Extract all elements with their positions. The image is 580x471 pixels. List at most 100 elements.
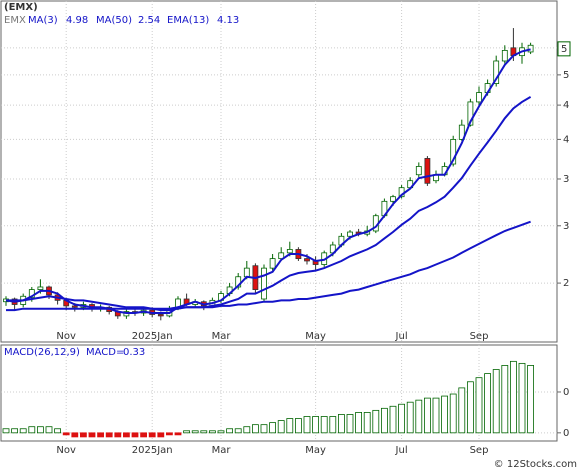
- macd-bar: [475, 377, 483, 434]
- macd-bar: [260, 424, 268, 434]
- macd-bar: [398, 403, 406, 434]
- macd-bar: [208, 430, 216, 434]
- macd-bar: [28, 426, 36, 434]
- macd-bar: [415, 399, 423, 434]
- y-tick-label: 3: [563, 174, 569, 185]
- macd-bar: [11, 428, 19, 434]
- macd-value: 0.33: [123, 347, 145, 358]
- ma-line: [6, 96, 532, 312]
- macd-bar: [183, 430, 191, 434]
- macd-bar: [363, 412, 371, 434]
- macd-bar: [294, 418, 302, 434]
- macd-bar: [484, 373, 492, 434]
- ma-line: [6, 220, 531, 312]
- macd-bar: [389, 405, 397, 434]
- candle-body: [527, 44, 534, 53]
- symbol: EMX: [4, 15, 26, 26]
- x-tick-label: Nov: [56, 445, 76, 456]
- macd-bar: [269, 422, 277, 434]
- macd-bar: [45, 426, 53, 434]
- legend-name: MA(3): [28, 15, 58, 26]
- x-tick-label: Jul: [395, 331, 408, 342]
- macd-bar: [492, 369, 500, 434]
- macd-bar: [37, 426, 44, 434]
- candle-body: [424, 158, 431, 184]
- macd-bar: [105, 432, 113, 438]
- macd-bar: [423, 397, 431, 434]
- macd-bar: [458, 387, 466, 434]
- macd-bar: [165, 432, 173, 436]
- macd-bar: [54, 428, 61, 434]
- macd-bar: [527, 365, 534, 434]
- x-tick-label: Mar: [212, 331, 232, 342]
- macd-bar: [200, 430, 208, 434]
- candle-body: [390, 196, 396, 202]
- price-panel: [0, 0, 558, 343]
- macd-bar: [88, 432, 96, 438]
- macd-name: MACD=: [86, 347, 124, 358]
- candle-body: [37, 286, 44, 290]
- macd-bar: [518, 362, 526, 434]
- macd-bar: [501, 365, 509, 434]
- macd-bar: [441, 395, 449, 434]
- y-tick-label: 2: [563, 278, 569, 289]
- macd-bar: [97, 432, 104, 438]
- y-tick-label: 4: [563, 134, 569, 145]
- y-tick-label: 5: [563, 70, 569, 81]
- macd-bar: [303, 416, 311, 434]
- candle-body: [476, 92, 482, 103]
- macd-bar: [71, 432, 79, 438]
- macd-bar: [19, 428, 27, 434]
- candle-body: [304, 258, 310, 262]
- candle-body: [501, 49, 508, 62]
- candle-body: [286, 249, 293, 254]
- legend-name: MA(50): [96, 15, 132, 26]
- macd-bar: [355, 412, 363, 434]
- macd-bar: [62, 432, 70, 436]
- x-tick-label: 2025Jan: [132, 331, 173, 342]
- macd-bar: [449, 393, 457, 434]
- legend-name: EMA(13): [167, 15, 209, 26]
- macd-bar: [432, 397, 440, 434]
- last-price-label: 5: [561, 44, 567, 55]
- macd-bar: [234, 428, 242, 434]
- candle-body: [415, 166, 422, 176]
- x-tick-label: Nov: [56, 331, 76, 342]
- x-tick-label: May: [305, 331, 326, 342]
- candle-body: [467, 101, 474, 126]
- macd-bar: [140, 432, 148, 438]
- macd-bar: [406, 401, 414, 434]
- macd-bar: [466, 381, 474, 434]
- chart-title: (EMX): [4, 2, 38, 13]
- candle-body: [269, 258, 276, 269]
- macd-bar: [114, 432, 122, 438]
- macd-bar: [148, 432, 156, 438]
- macd-bar: [174, 432, 182, 436]
- x-tick-label: Sep: [470, 331, 489, 342]
- macd-bar: [226, 428, 234, 434]
- macd-bar: [123, 432, 130, 438]
- x-tick-label: Mar: [212, 445, 232, 456]
- macd-bar: [243, 426, 251, 434]
- watermark: © 12Stocks.com: [494, 459, 577, 470]
- macd-bar: [337, 414, 345, 434]
- macd-bar: [372, 409, 380, 434]
- macd-bar: [509, 360, 517, 434]
- macd-bar: [157, 432, 165, 438]
- x-tick-label: May: [305, 445, 326, 456]
- x-tick-label: Sep: [470, 445, 489, 456]
- macd-bar: [320, 416, 328, 434]
- macd-title: MACD(26,12,9): [4, 347, 80, 358]
- candle-body: [243, 267, 250, 278]
- candle-body: [71, 305, 78, 308]
- y-tick-label: 3: [563, 221, 569, 232]
- legend-value: 4.13: [217, 15, 239, 26]
- y-tick-label: 0: [563, 387, 569, 398]
- macd-bar: [217, 430, 225, 434]
- macd-bar: [329, 416, 337, 434]
- macd-bar: [277, 420, 285, 434]
- macd-bar: [312, 416, 320, 434]
- legend-value: 2.54: [138, 15, 160, 26]
- last-price-box: [557, 41, 571, 57]
